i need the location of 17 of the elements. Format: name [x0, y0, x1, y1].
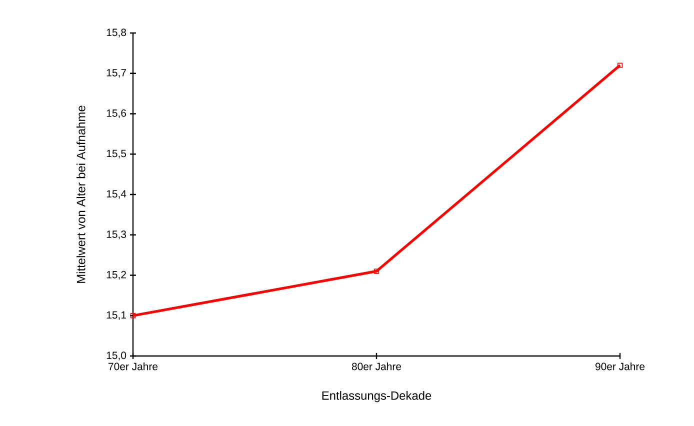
- y-tick-label: 15,5: [106, 150, 126, 158]
- y-tick-label: 15,3: [106, 230, 126, 240]
- y-tick-label: 15,6: [106, 109, 126, 118]
- y-tick-label: 15,1: [106, 311, 126, 320]
- y-tick-label: 15,7: [106, 69, 126, 78]
- point: [617, 62, 623, 68]
- y-tick-label: 15,4: [106, 190, 126, 199]
- y-tick-label: 15,0: [106, 352, 126, 360]
- point: [374, 268, 380, 274]
- y-axis-title: Mittelwert von Alter bei Aufnahme: [76, 106, 86, 283]
- y-tick-label: 15,8: [106, 28, 126, 38]
- x-axis-title: Entlassungs-Dekade: [322, 391, 432, 402]
- y-tick-label: 15,2: [106, 270, 126, 280]
- x-tick-label: 70er Jahre: [108, 362, 158, 370]
- x-tick-label: 90er Jahre: [595, 362, 645, 370]
- point: [130, 313, 136, 318]
- x-tick-label: 80er Jahre: [352, 362, 402, 370]
